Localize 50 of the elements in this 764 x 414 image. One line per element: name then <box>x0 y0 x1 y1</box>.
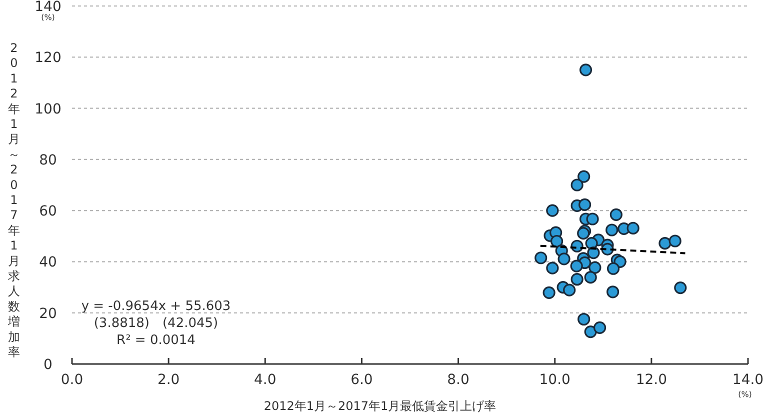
y-tick-label: 80 <box>39 152 57 168</box>
x-tick-label: 8.0 <box>447 372 470 388</box>
point <box>606 224 618 236</box>
point <box>563 284 576 296</box>
x-tick-label: 14.0 <box>732 372 764 388</box>
point <box>674 281 687 294</box>
text: (%) <box>41 13 55 22</box>
point <box>546 204 559 217</box>
point <box>558 252 570 266</box>
y-tick-label: 40 <box>39 254 57 271</box>
point <box>570 178 584 192</box>
x-tick-label: 12.0 <box>636 372 668 388</box>
y-tick-label: 120 <box>34 50 62 66</box>
point <box>606 262 620 275</box>
point <box>668 234 682 248</box>
point <box>577 227 590 240</box>
annotation: (3.8818) (42.045) <box>94 316 218 331</box>
point <box>584 325 597 338</box>
point <box>570 273 584 286</box>
point <box>658 237 672 250</box>
point <box>546 262 559 274</box>
y-tick-label: 0 <box>44 357 52 373</box>
x-tick-label: 0.0 <box>60 372 84 388</box>
point <box>588 261 602 274</box>
point <box>593 321 606 334</box>
x-axis-title: 2012年1月～2017年1月最低賃金引上げ率 <box>264 399 496 413</box>
annotation: y = -0.9654x + 55.603 <box>81 299 231 314</box>
text: (%) <box>738 390 752 399</box>
x-tick-label: 4.0 <box>254 372 276 388</box>
point <box>610 208 622 221</box>
point <box>606 286 620 298</box>
point <box>578 198 592 211</box>
x-tick-label: 10.0 <box>539 372 570 388</box>
text: 2012年1月～2017年1月求人数増加率 <box>8 41 20 359</box>
point <box>579 64 592 76</box>
point <box>578 312 590 326</box>
x-tick-label: 2.0 <box>157 372 180 388</box>
y-tick-label: 140 <box>34 0 62 15</box>
annotation: R² = 0.0014 <box>116 333 196 348</box>
point <box>586 212 599 226</box>
x-tick-label: 6.0 <box>350 372 373 388</box>
y-tick-label: 100 <box>34 101 62 118</box>
point <box>578 170 590 183</box>
point <box>542 286 556 299</box>
point <box>584 271 597 284</box>
point <box>534 252 548 264</box>
point <box>626 222 640 235</box>
point <box>570 260 583 272</box>
y-tick-label: 60 <box>39 204 57 220</box>
y-tick-label: 20 <box>39 306 57 322</box>
